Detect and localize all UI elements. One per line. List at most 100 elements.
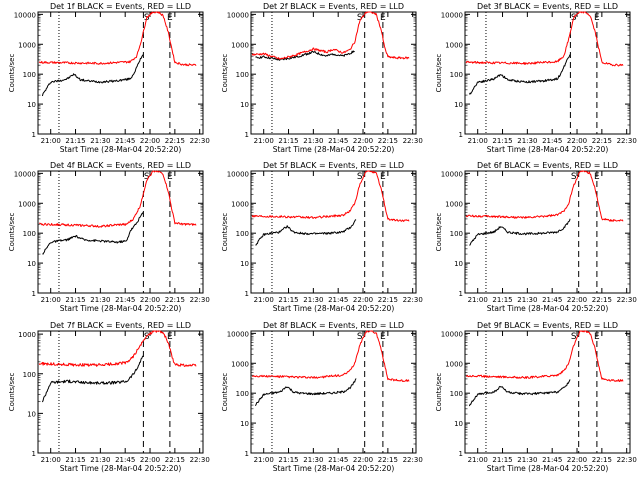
y-tick-label: 10000 xyxy=(14,11,36,19)
x-tick-label: 22:00 xyxy=(353,456,373,464)
y-tick-label: 1 xyxy=(32,290,36,298)
x-tick-label: 22:00 xyxy=(140,137,160,145)
events-series-line xyxy=(254,378,357,407)
x-tick-label: 22:15 xyxy=(165,296,185,304)
marker-label: S xyxy=(144,332,150,342)
x-tick-label: 21:15 xyxy=(65,137,85,145)
x-axis-label: Start Time (28-Mar-04 20:52:20) xyxy=(487,464,609,473)
detector-panel: Det 7f BLACK = Events, RED = LLD 1 10 100 10… xyxy=(8,321,210,473)
x-tick-label: 22:30 xyxy=(403,296,423,304)
x-tick-label: 21:30 xyxy=(90,296,110,304)
y-tick-label: 100 xyxy=(23,71,36,79)
y-tick-label: 1 xyxy=(245,290,249,298)
x-tick-label: 22:30 xyxy=(190,137,210,145)
y-tick-label: 100 xyxy=(236,230,249,238)
y-tick-label: 10 xyxy=(27,101,36,109)
y-axis-label: Counts/sec xyxy=(221,373,229,412)
plot-frame xyxy=(37,170,204,294)
marker-label: E xyxy=(167,13,173,23)
y-tick-label: 100 xyxy=(23,371,36,379)
y-tick-label: 10 xyxy=(240,420,249,428)
x-tick-label: 21:15 xyxy=(65,296,85,304)
events-series-line xyxy=(468,54,571,95)
x-tick-label: 22:00 xyxy=(140,456,160,464)
detector-panel: Det 1f BLACK = Events, RED = LLD 1 10 100 10… xyxy=(8,2,210,154)
y-tick-label: 10000 xyxy=(441,330,463,338)
x-tick-label: 21:15 xyxy=(65,456,85,464)
x-tick-label: 21:15 xyxy=(278,296,298,304)
y-tick-label: 100 xyxy=(450,71,463,79)
x-tick-label: 22:00 xyxy=(140,296,160,304)
panel-title: Det 4f BLACK = Events, RED = LLD xyxy=(50,161,191,170)
events-series-line xyxy=(41,54,144,97)
x-tick-label: 21:15 xyxy=(278,137,298,145)
x-tick-label: 21:45 xyxy=(542,137,562,145)
x-tick-label: 21:45 xyxy=(115,296,135,304)
lld-series-line xyxy=(251,11,410,60)
plot-frame xyxy=(37,11,204,135)
marker-label: E xyxy=(594,172,600,182)
x-tick-label: 21:45 xyxy=(542,456,562,464)
x-tick-label: 21:45 xyxy=(328,456,348,464)
x-tick-label: 22:15 xyxy=(165,456,185,464)
y-axis-label: Counts/sec xyxy=(221,54,229,93)
x-tick-label: 21:00 xyxy=(41,456,61,464)
detector-panel: Det 9f BLACK = Events, RED = LLD 1 10 100 10… xyxy=(435,321,637,473)
panel-title: Det 1f BLACK = Events, RED = LLD xyxy=(50,2,191,11)
y-axis-label: Counts/sec xyxy=(8,54,16,93)
y-tick-label: 1000 xyxy=(445,360,463,368)
x-tick-label: 21:00 xyxy=(254,137,274,145)
y-tick-label: 1000 xyxy=(231,200,249,208)
y-tick-label: 1 xyxy=(459,450,463,458)
lld-series-line xyxy=(38,11,197,67)
lld-series-line xyxy=(251,170,410,222)
events-series-line xyxy=(469,218,571,246)
y-tick-label: 100 xyxy=(23,230,36,238)
y-tick-label: 10000 xyxy=(14,170,36,178)
x-tick-label: 22:30 xyxy=(403,137,423,145)
y-axis-label: Counts/sec xyxy=(8,213,16,252)
x-tick-label: 22:15 xyxy=(592,137,612,145)
detector-panel: Det 5f BLACK = Events, RED = LLD 1 10 100 10… xyxy=(221,161,423,313)
y-tick-label: 1000 xyxy=(231,360,249,368)
detector-panel: Det 8f BLACK = Events, RED = LLD 1 10 100 10… xyxy=(221,321,423,473)
x-tick-label: 21:30 xyxy=(517,137,537,145)
plot-frame xyxy=(464,330,631,454)
x-tick-label: 21:45 xyxy=(542,296,562,304)
plot-frame xyxy=(37,330,204,454)
y-tick-label: 10 xyxy=(240,260,249,268)
panel-title: Det 7f BLACK = Events, RED = LLD xyxy=(50,321,191,330)
x-axis-label: Start Time (28-Mar-04 20:52:20) xyxy=(487,145,609,154)
events-series-line xyxy=(255,50,355,61)
y-tick-label: 10000 xyxy=(227,11,249,19)
marker-label: E xyxy=(594,332,600,342)
x-tick-label: 22:00 xyxy=(567,296,587,304)
plot-frame xyxy=(464,170,631,294)
marker-label: E xyxy=(167,172,173,182)
x-tick-label: 21:00 xyxy=(468,456,488,464)
x-tick-label: 21:30 xyxy=(517,296,537,304)
x-tick-label: 22:30 xyxy=(617,456,637,464)
y-tick-label: 10 xyxy=(454,260,463,268)
panel-title: Det 9f BLACK = Events, RED = LLD xyxy=(477,321,618,330)
x-tick-label: 22:00 xyxy=(567,137,587,145)
x-tick-label: 22:00 xyxy=(567,456,587,464)
y-tick-label: 100 xyxy=(236,390,249,398)
x-tick-label: 22:15 xyxy=(592,296,612,304)
y-tick-label: 100 xyxy=(236,71,249,79)
y-tick-label: 1000 xyxy=(445,200,463,208)
marker-label: E xyxy=(167,332,173,342)
lld-series-line xyxy=(251,330,410,382)
y-tick-label: 1000 xyxy=(18,200,36,208)
x-tick-label: 21:30 xyxy=(303,296,323,304)
x-tick-label: 21:15 xyxy=(278,456,298,464)
y-tick-label: 10000 xyxy=(227,330,249,338)
lld-series-line xyxy=(38,330,197,367)
marker-label: S xyxy=(144,172,150,182)
x-tick-label: 22:15 xyxy=(378,456,398,464)
x-tick-label: 22:30 xyxy=(617,137,637,145)
y-axis-label: Counts/sec xyxy=(435,213,443,252)
y-tick-label: 10000 xyxy=(441,11,463,19)
events-series-line xyxy=(41,355,144,403)
